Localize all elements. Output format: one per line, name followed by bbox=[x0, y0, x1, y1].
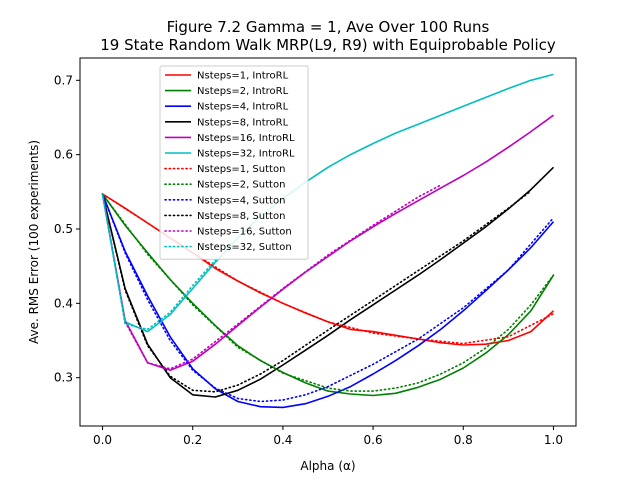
legend-label: Nsteps=32, IntroRL bbox=[197, 149, 295, 160]
series-line-10 bbox=[101, 190, 532, 393]
series-line-3 bbox=[101, 193, 555, 409]
x-axis-label: Alpha (α) bbox=[300, 459, 355, 473]
x-tick-label: 0.2 bbox=[183, 433, 202, 447]
chart-subtitle: 19 State Random Walk MRP(L9, R9) with Eq… bbox=[100, 36, 556, 54]
legend-label: Nsteps=1, Sutton bbox=[197, 164, 285, 175]
legend-label: Nsteps=2, Sutton bbox=[197, 180, 285, 191]
y-tick-label: 0.4 bbox=[54, 296, 73, 310]
legend-label: Nsteps=2, IntroRL bbox=[197, 86, 289, 97]
series-line-11 bbox=[101, 184, 442, 370]
chart-title: Figure 7.2 Gamma = 1, Ave Over 100 Runs bbox=[167, 18, 490, 36]
legend-label: Nsteps=32, Sutton bbox=[197, 242, 292, 253]
y-tick-label: 0.6 bbox=[54, 148, 73, 162]
series-line-4 bbox=[101, 166, 555, 398]
series-line-2 bbox=[101, 193, 555, 397]
x-tick-label: 0.0 bbox=[93, 433, 112, 447]
series-line-5 bbox=[101, 114, 554, 372]
legend-box bbox=[159, 65, 309, 260]
x-tick-label: 0.4 bbox=[273, 433, 292, 447]
axis-ticks: 0.0 0.2 0.4 0.6 0.8 1.0 0.3 0.4 0.5 0.6 0.7 bbox=[54, 73, 563, 447]
y-axis-label: Ave. RMS Error (100 experiments) bbox=[27, 140, 41, 344]
y-tick-label: 0.7 bbox=[54, 73, 73, 87]
series-line-12 bbox=[101, 193, 217, 331]
legend-label: Nsteps=16, Sutton bbox=[197, 227, 292, 238]
y-tick-label: 0.3 bbox=[54, 371, 73, 385]
series-line-8 bbox=[101, 193, 555, 392]
series-line-6 bbox=[101, 73, 554, 333]
series-layer bbox=[101, 73, 555, 409]
series-line-9 bbox=[101, 193, 555, 403]
y-tick-label: 0.5 bbox=[54, 222, 73, 236]
legend-label: Nsteps=8, IntroRL bbox=[197, 117, 289, 128]
x-tick-label: 0.8 bbox=[454, 433, 473, 447]
legend-label: Nsteps=4, IntroRL bbox=[197, 102, 289, 113]
legend-label: Nsteps=8, Sutton bbox=[197, 211, 285, 222]
x-tick-label: 0.6 bbox=[364, 433, 383, 447]
legend-label: Nsteps=16, IntroRL bbox=[197, 133, 295, 144]
legend-label: Nsteps=4, Sutton bbox=[197, 195, 285, 206]
legend: Nsteps=1, IntroRL Nsteps=2, IntroRL Nsteps… bbox=[159, 65, 309, 260]
plot-frame bbox=[79, 57, 577, 427]
legend-label: Nsteps=1, IntroRL bbox=[197, 71, 289, 82]
x-tick-label: 1.0 bbox=[544, 433, 563, 447]
